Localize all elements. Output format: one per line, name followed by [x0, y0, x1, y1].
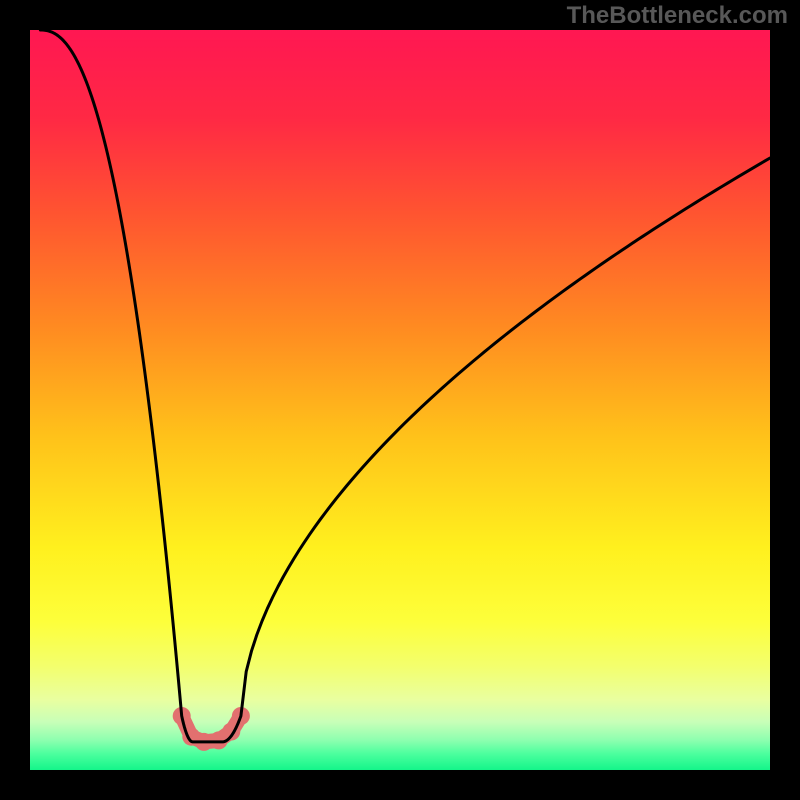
- chart-frame: [0, 0, 800, 800]
- watermark-text: TheBottleneck.com: [567, 2, 788, 30]
